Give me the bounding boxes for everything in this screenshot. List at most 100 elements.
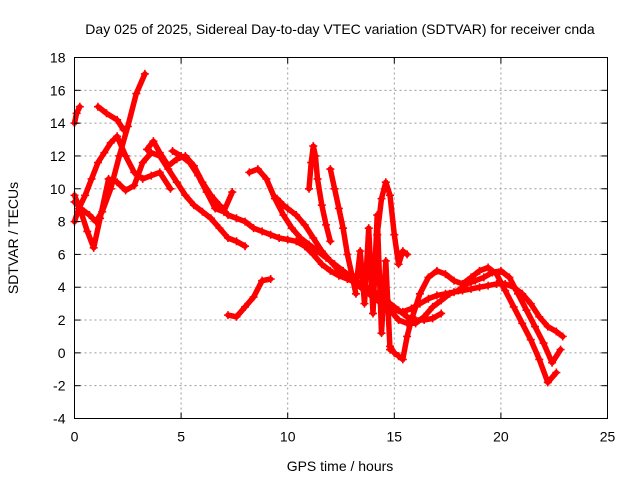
data-series (70, 69, 567, 387)
series-trace-04 (70, 148, 250, 252)
data-point-marker (535, 312, 544, 321)
y-tick-label: 18 (50, 50, 66, 66)
data-point-marker (518, 319, 527, 328)
data-point-marker (123, 122, 132, 131)
y-axis-title: SDTVAR / TECUs (5, 182, 21, 294)
data-point-marker (373, 230, 382, 239)
data-point-marker (279, 211, 288, 220)
series-trace-12 (326, 165, 360, 298)
data-point-marker (168, 147, 177, 156)
data-point-marker (138, 158, 147, 167)
data-point-marker (364, 224, 373, 233)
data-point-marker (432, 266, 441, 275)
data-point-marker (245, 168, 254, 177)
data-point-marker (177, 151, 186, 160)
data-point-marker (552, 368, 561, 377)
data-point-marker (360, 299, 369, 308)
series-line (353, 212, 393, 353)
data-point-marker (526, 299, 535, 308)
data-point-marker (386, 342, 395, 351)
data-point-marker (185, 158, 194, 167)
data-point-marker (552, 327, 561, 336)
data-point-marker (398, 355, 407, 364)
data-point-marker (93, 102, 102, 111)
data-point-marker (121, 186, 130, 195)
data-point-marker (266, 230, 275, 239)
data-point-marker (326, 256, 335, 265)
data-point-marker (292, 237, 301, 246)
data-point-marker (104, 174, 113, 183)
series-trace-14 (373, 178, 412, 269)
data-point-marker (509, 302, 518, 311)
series-trace-10 (273, 194, 565, 367)
data-point-marker (415, 289, 424, 298)
data-point-marker (326, 237, 335, 246)
data-point-marker (522, 306, 531, 315)
data-point-marker (526, 335, 535, 344)
data-point-marker (479, 273, 488, 282)
data-point-marker (253, 165, 262, 174)
data-point-marker (172, 178, 181, 187)
series-trace-13 (351, 211, 395, 354)
data-point-marker (287, 224, 296, 233)
data-point-marker (334, 266, 343, 275)
data-point-marker (249, 293, 258, 302)
series-line (71, 149, 248, 251)
data-point-marker (292, 211, 301, 220)
data-point-marker (305, 184, 314, 193)
data-point-marker (543, 322, 552, 331)
chart-title: Day 025 of 2025, Sidereal Day-to-day VTE… (85, 21, 595, 37)
data-point-marker (130, 181, 139, 190)
data-point-marker (283, 235, 292, 244)
data-point-marker (484, 281, 493, 290)
data-point-marker (296, 234, 305, 242)
data-point-marker (377, 194, 386, 203)
y-tick-label: 16 (50, 82, 66, 98)
series-trace-08 (224, 275, 275, 321)
axis-ticks: 0 5 10 15 20 25 -4 -2 0 2 4 6 8 10 12 14 16 18 (50, 50, 616, 445)
series-line (274, 195, 564, 366)
y-tick-label: 2 (58, 312, 66, 328)
data-point-marker (449, 276, 458, 285)
data-point-marker (386, 191, 395, 200)
data-point-marker (428, 302, 437, 311)
data-point-marker (501, 286, 510, 295)
data-point-marker (76, 207, 85, 216)
data-point-marker (232, 214, 241, 223)
data-point-marker (83, 227, 92, 236)
data-point-marker (113, 178, 122, 187)
data-point-marker (398, 307, 407, 316)
data-point-marker (100, 148, 109, 157)
data-point-marker (305, 240, 314, 249)
data-point-marker (347, 270, 356, 279)
data-point-marker (475, 266, 484, 275)
data-point-marker (224, 234, 233, 242)
data-point-marker (558, 332, 567, 341)
data-point-marker (147, 171, 156, 180)
data-point-marker (194, 171, 203, 180)
data-point-marker (215, 224, 224, 233)
data-point-marker (87, 174, 96, 183)
data-point-marker (140, 69, 149, 78)
data-point-marker (93, 158, 102, 167)
data-point-marker (132, 89, 141, 98)
data-point-marker (224, 211, 233, 220)
data-point-marker (232, 237, 241, 246)
data-point-marker (309, 250, 318, 259)
data-point-marker (381, 178, 390, 187)
data-point-marker (202, 188, 211, 197)
data-point-marker (390, 230, 399, 239)
data-point-marker (147, 148, 156, 157)
data-point-marker (351, 283, 360, 292)
data-point-marker (317, 201, 326, 210)
data-point-marker (432, 291, 441, 300)
data-point-marker (119, 125, 128, 134)
data-point-marker (317, 247, 326, 256)
data-point-marker (394, 316, 403, 325)
data-point-marker (81, 191, 90, 200)
x-tick-label: 20 (493, 429, 509, 445)
data-point-marker (492, 270, 501, 279)
data-point-marker (368, 309, 377, 318)
data-point-marker (75, 102, 84, 111)
data-point-marker (181, 191, 190, 200)
